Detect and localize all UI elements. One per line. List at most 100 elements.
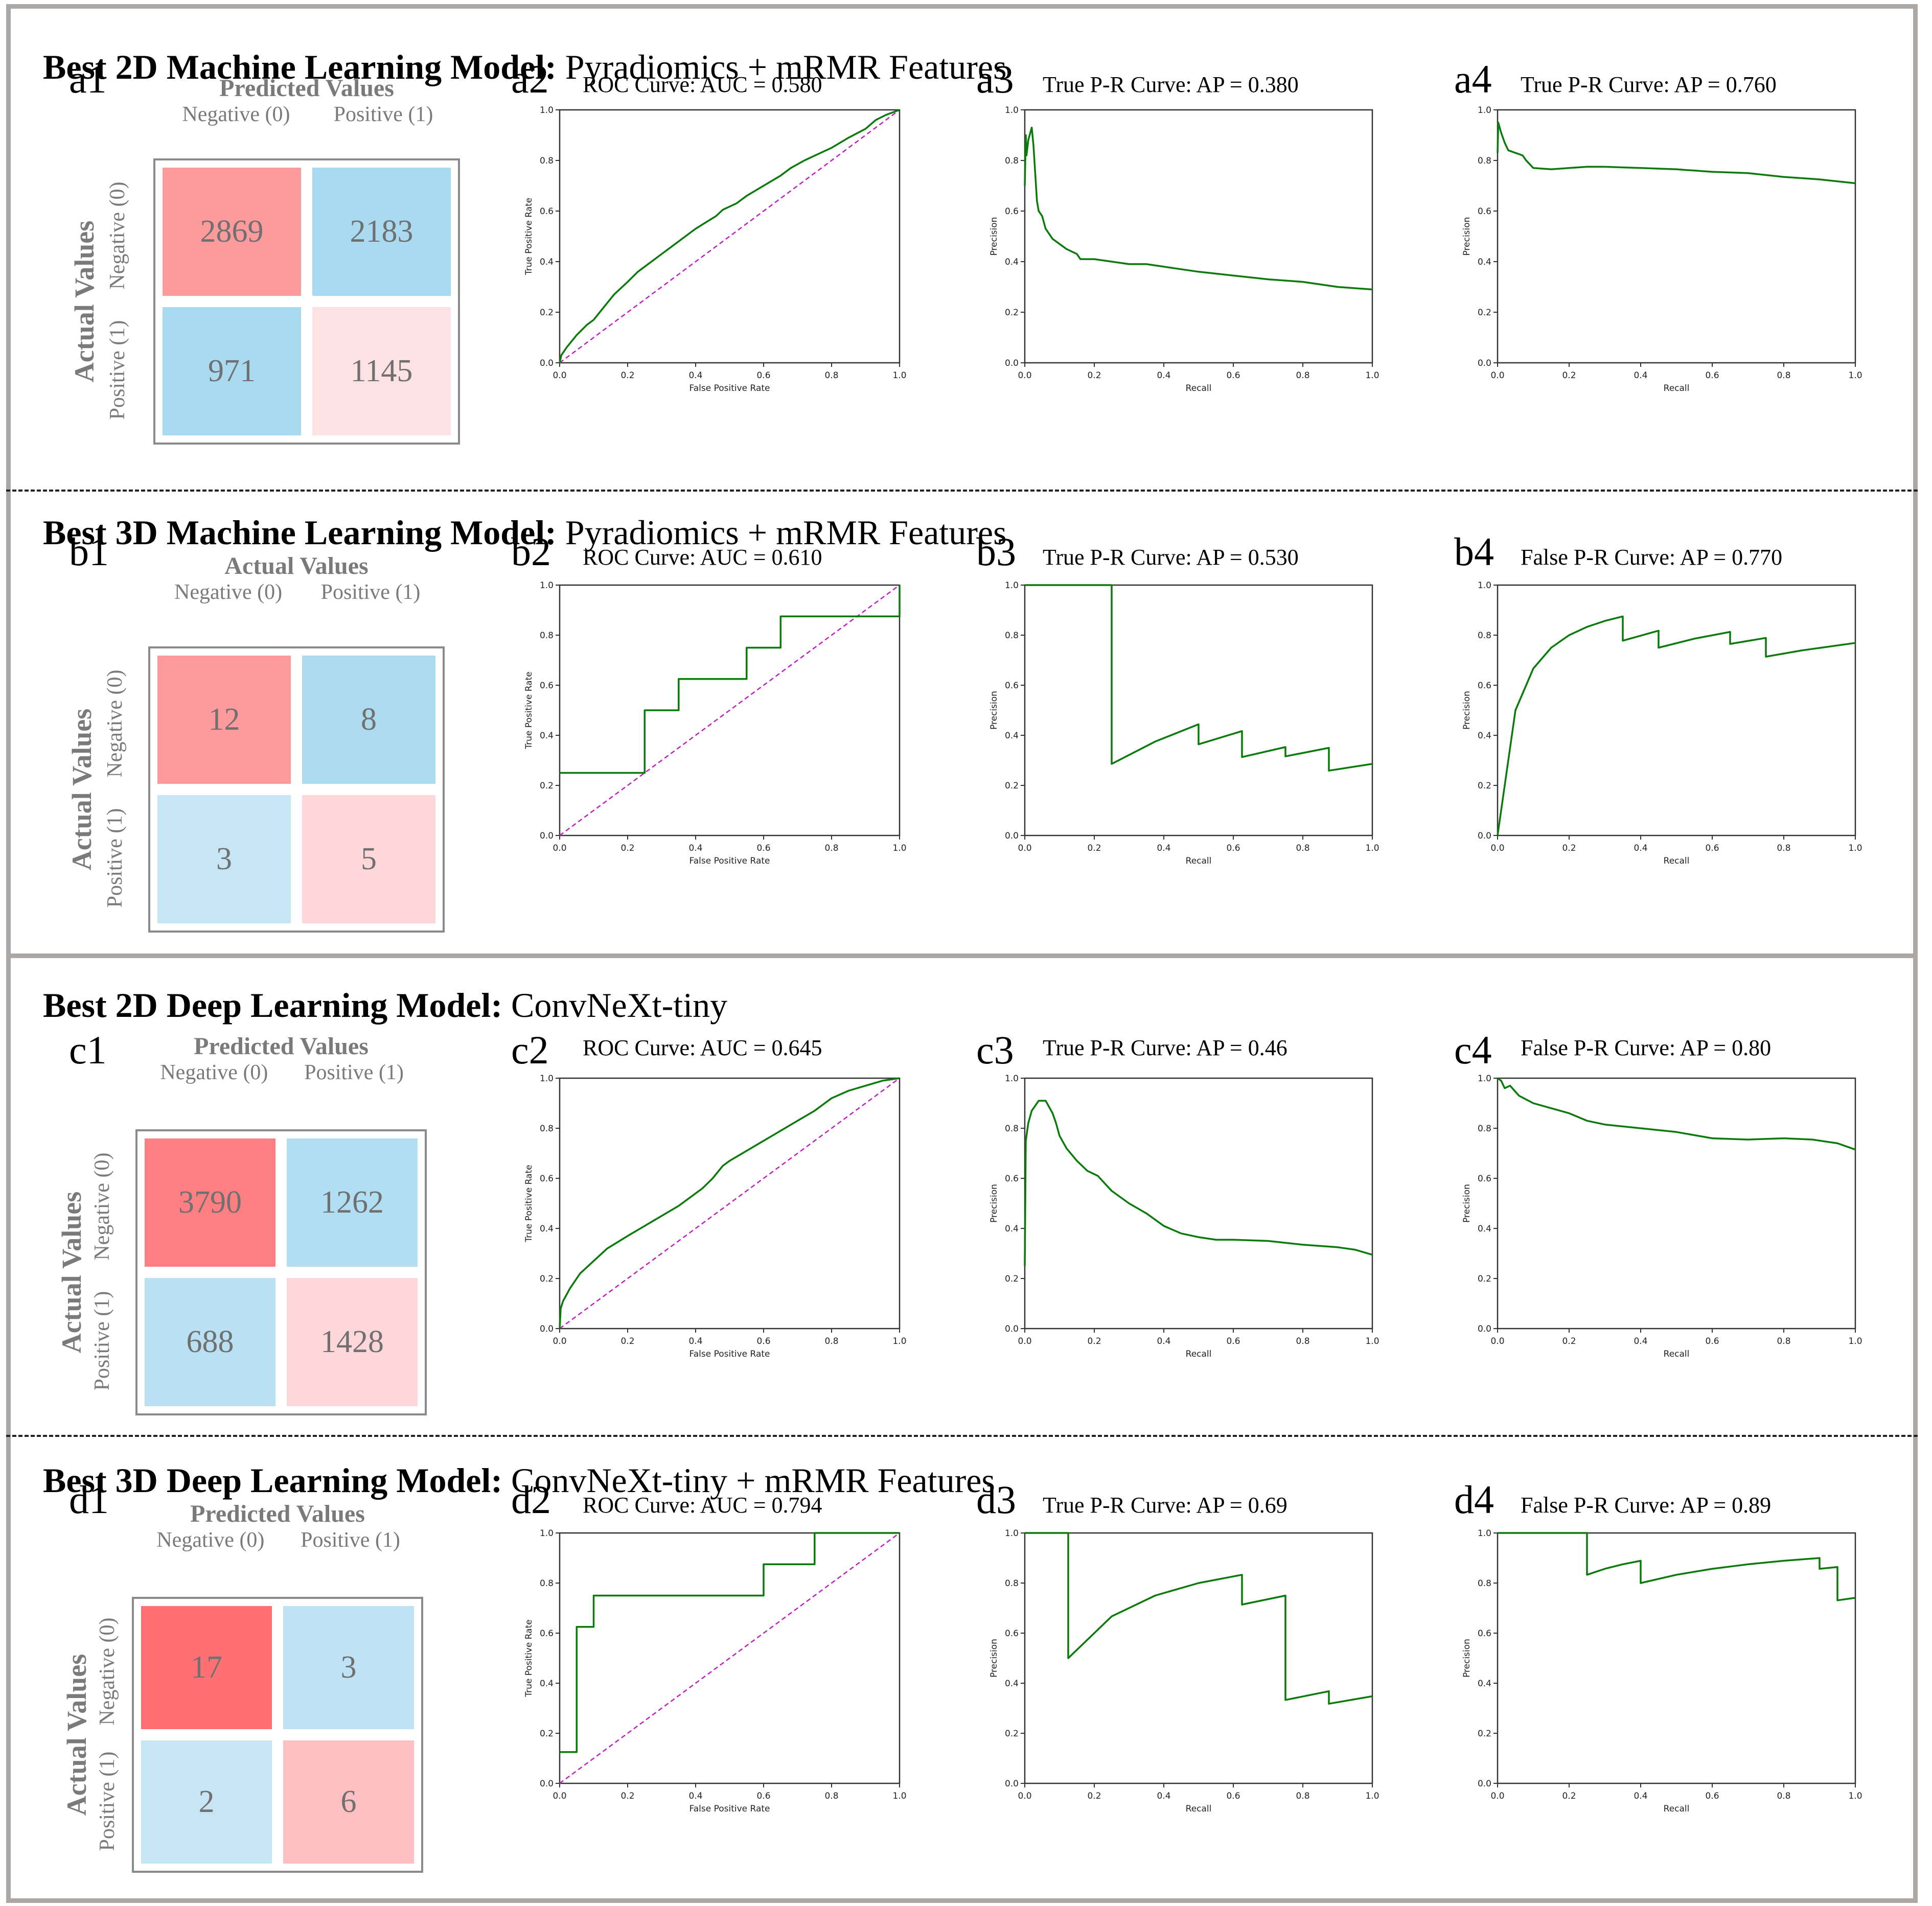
y-tick-label: 0.8: [1478, 1578, 1491, 1589]
x-tick-label: 0.0: [1490, 843, 1504, 853]
y-tick-label: 0.4: [540, 1224, 554, 1234]
panel-label: c2: [511, 1028, 549, 1072]
cm-grid: 12 8 3 5: [148, 646, 445, 933]
curve-line: [1024, 126, 1373, 291]
y-tick-label: 0.0: [540, 1324, 554, 1334]
curve-line: [559, 109, 900, 363]
y-tick-label: 1.0: [540, 1528, 554, 1539]
curve-line: [559, 1077, 900, 1329]
x-tick-label: 0.2: [620, 1791, 634, 1801]
x-tick-label: 1.0: [1365, 1336, 1379, 1346]
chart-panel-d4: d4 False P-R Curve: AP = 0.89 0.0 0.0 0.2 0.2…: [1454, 1436, 1914, 1896]
x-tick-label: 0.6: [756, 1336, 770, 1346]
y-tick-label: 0.4: [1478, 1224, 1491, 1234]
chart-svg: 0.0 0.0 0.2 0.2 0.4 0.4 0.6 0.6 0.8 0.8 1.0 1.0 Reca…: [1462, 580, 1862, 866]
y-tick-label: 0.8: [1478, 1124, 1491, 1134]
x-axis-label: False Positive Rate: [689, 1804, 770, 1814]
x-axis-label: Recall: [1664, 383, 1690, 393]
cm-side-axis-title: Actual Values: [61, 1654, 92, 1816]
y-tick-label: 0.6: [1005, 681, 1019, 691]
cm-cell: 688: [145, 1278, 275, 1406]
cm-column-label: Negative (0): [156, 1528, 265, 1552]
chart-panel-c2: c2 ROC Curve: AUC = 0.645 0.0 0.0 0.2 0.2 0.4 0…: [511, 961, 971, 1421]
plot-area: [1497, 109, 1856, 364]
y-tick-label: 0.6: [1005, 1629, 1019, 1639]
y-tick-label: 0.0: [1005, 831, 1019, 841]
cm-column-label: Negative (0): [182, 103, 290, 126]
y-tick-label: 1.0: [1478, 105, 1491, 115]
row-title-model: Pyradiomics + mRMR Features: [556, 513, 1007, 552]
x-tick-label: 0.6: [756, 843, 770, 853]
panel-label: c3: [976, 1028, 1014, 1072]
x-axis-label: Recall: [1186, 856, 1212, 866]
chart-panel-c3: c3 True P-R Curve: AP = 0.46 0.0 0.0 0.2 0.2 0…: [976, 961, 1436, 1421]
cm-row-label: Negative (0): [90, 1152, 114, 1261]
chart-panel-b3: b3 True P-R Curve: AP = 0.530 0.0 0.0 0.2 0.2…: [976, 488, 1436, 948]
row-title: Best 3D Deep Learning Model: ConvNeXt-ti…: [43, 1460, 995, 1501]
curve-line: [560, 1532, 900, 1753]
cm-cell: 1262: [287, 1138, 418, 1267]
x-tick-label: 0.2: [1562, 370, 1576, 381]
y-tick-label: 0.8: [1005, 1578, 1019, 1589]
y-tick-label: 0.0: [1478, 831, 1491, 841]
row-title-bold: Best 2D Machine Learning Model:: [43, 48, 557, 86]
row-title-model: Pyradiomics + mRMR Features: [556, 48, 1007, 86]
x-axis-label: False Positive Rate: [689, 856, 770, 866]
row-title-model: ConvNeXt-tiny + mRMR Features: [502, 1461, 995, 1500]
x-tick-label: 0.0: [553, 1791, 566, 1801]
y-tick-label: 0.8: [540, 1124, 554, 1134]
y-tick-label: 0.0: [540, 831, 554, 841]
chart-title: False P-R Curve: AP = 0.770: [1521, 545, 1783, 570]
y-tick-label: 0.4: [1005, 1679, 1019, 1689]
x-axis-label: Recall: [1664, 1804, 1690, 1814]
figure-row-d: Best 3D Deep Learning Model: ConvNeXt-ti…: [0, 1436, 1932, 1896]
cm-column-label: Positive (1): [304, 1061, 404, 1084]
chart-panel-a3: a3 True P-R Curve: AP = 0.380 0.0 0.0 0.2 0.2…: [976, 15, 1436, 475]
x-tick-label: 1.0: [1365, 370, 1379, 381]
x-tick-label: 0.2: [1087, 1336, 1101, 1346]
chance-diagonal-line: [559, 1532, 900, 1784]
panel-label: c1: [69, 1028, 107, 1072]
x-axis-label: Recall: [1186, 1804, 1212, 1814]
cm-side-axis-title: Actual Values: [69, 220, 100, 383]
y-tick-label: 0.4: [1005, 257, 1019, 267]
y-tick-label: 0.6: [1005, 1174, 1019, 1184]
y-tick-label: 0.2: [1478, 308, 1491, 318]
x-tick-label: 0.8: [1777, 1791, 1790, 1801]
chart-svg: 0.0 0.0 0.2 0.2 0.4 0.4 0.6 0.6 0.8 0.8 1.0 1.0 Reca…: [989, 105, 1379, 393]
cm-row-label: Positive (1): [106, 320, 129, 420]
x-tick-label: 0.4: [688, 1791, 702, 1801]
y-tick-label: 0.6: [1478, 1629, 1491, 1639]
y-axis-label: Precision: [1462, 1639, 1472, 1678]
chart-title: True P-R Curve: AP = 0.530: [1043, 545, 1299, 570]
y-tick-label: 0.6: [540, 1629, 554, 1639]
x-tick-label: 0.6: [1705, 1336, 1719, 1346]
x-tick-label: 0.0: [553, 370, 566, 381]
cm-grid: 2869 2183 971 1145: [153, 158, 460, 445]
y-tick-label: 1.0: [540, 105, 554, 115]
x-tick-label: 0.6: [1705, 1791, 1719, 1801]
y-tick-label: 0.2: [1478, 1274, 1491, 1284]
y-tick-label: 0.6: [540, 681, 554, 691]
x-tick-label: 0.8: [1777, 370, 1790, 381]
chart-svg: 0.0 0.0 0.2 0.2 0.4 0.4 0.6 0.6 0.8 0.8 1.0 1.0 Reca…: [989, 580, 1379, 866]
x-tick-label: 0.6: [1705, 843, 1719, 853]
panel-label: a1: [69, 57, 107, 101]
y-axis-label: True Positive Rate: [524, 198, 534, 275]
y-tick-label: 0.8: [1005, 156, 1019, 166]
cm-column-label: Positive (1): [320, 580, 421, 604]
cm-side-axis-title: Actual Values: [56, 1191, 87, 1354]
chart-title: False P-R Curve: AP = 0.80: [1521, 1035, 1772, 1060]
y-tick-label: 0.8: [1005, 1124, 1019, 1134]
chart-panel-a2: a2 ROC Curve: AUC = 0.580 0.0 0.0 0.2 0.2 0.4 0…: [511, 15, 971, 475]
x-tick-label: 1.0: [892, 370, 906, 381]
x-tick-label: 0.2: [1562, 843, 1576, 853]
y-tick-label: 0.8: [1478, 156, 1491, 166]
y-axis-label: Precision: [989, 217, 999, 256]
x-tick-label: 0.4: [1157, 843, 1170, 853]
cm-cell: 17: [141, 1606, 272, 1729]
x-axis-label: Recall: [1186, 383, 1212, 393]
x-axis-label: False Positive Rate: [689, 383, 770, 393]
panel-label: b2: [511, 529, 551, 574]
y-tick-label: 1.0: [1005, 1074, 1019, 1084]
